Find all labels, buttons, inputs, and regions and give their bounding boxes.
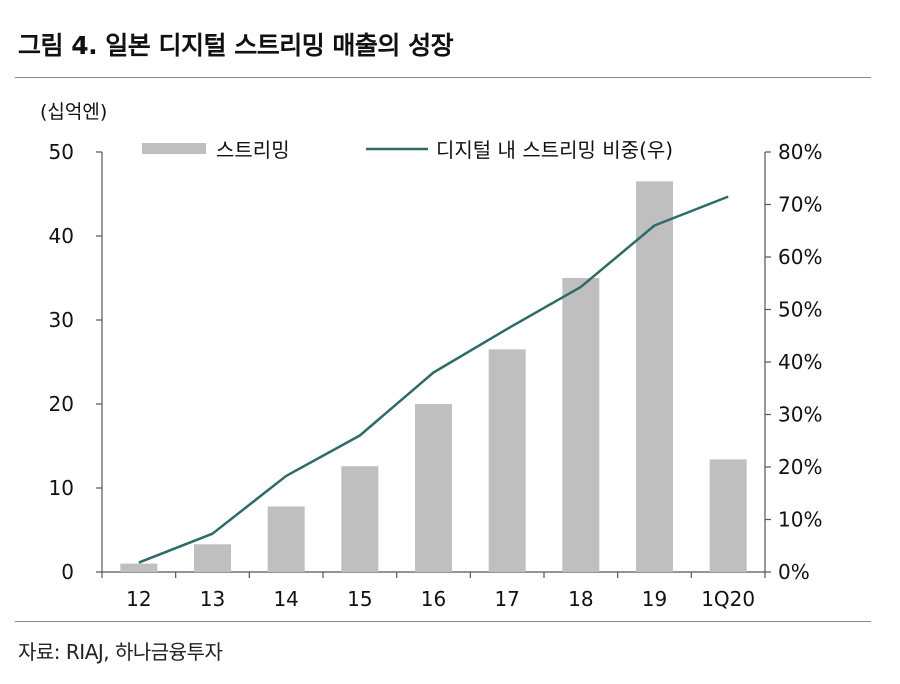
x-tick-label: 13: [200, 587, 225, 611]
y-tick-label-left: 40: [49, 224, 74, 248]
bar-13: [194, 544, 231, 572]
y-tick-label-right: 70%: [778, 193, 822, 217]
bar-17: [488, 349, 526, 572]
x-tick-label: 17: [494, 587, 519, 611]
y-tick-label-right: 50%: [778, 298, 822, 322]
bar-12: [120, 563, 158, 572]
bar-18: [562, 278, 600, 572]
legend-bar-label: 스트리밍: [216, 138, 290, 162]
y-tick-label-right: 0%: [778, 560, 810, 584]
y-tick-label-right: 10%: [778, 508, 822, 532]
x-tick-label: 1Q20: [701, 587, 755, 611]
legend-bar-swatch: [142, 143, 206, 154]
chart-title: 그림 4. 일본 디지털 스트리밍 매출의 성장: [18, 31, 454, 60]
x-tick-label: 16: [421, 587, 446, 611]
x-tick-label: 12: [126, 587, 151, 611]
bar-1Q20: [709, 459, 747, 572]
y-tick-label-left: 10: [49, 476, 74, 500]
bar-15: [341, 466, 379, 572]
legend-line-label: 디지털 내 스트리밍 비중(우): [436, 138, 673, 162]
y-tick-label-right: 40%: [778, 350, 822, 374]
y-tick-label-left: 0: [61, 560, 74, 584]
y-tick-label-right: 80%: [778, 140, 822, 164]
title-divider: [15, 77, 871, 78]
y-axis-unit: (십억엔): [40, 101, 107, 123]
bar-14: [267, 506, 305, 572]
x-tick-label: 14: [273, 587, 298, 611]
y-tick-label-right: 30%: [778, 403, 822, 427]
source-note: 자료: RIAJ, 하나금융투자: [18, 640, 223, 664]
x-tick-label: 18: [568, 587, 593, 611]
y-tick-label-right: 20%: [778, 455, 822, 479]
x-tick-label: 19: [642, 587, 667, 611]
y-tick-label-right: 60%: [778, 245, 822, 269]
x-tick-label: 15: [347, 587, 372, 611]
y-tick-label-left: 50: [49, 140, 74, 164]
source-divider: [15, 621, 871, 622]
bar-19: [636, 181, 673, 572]
bar-16: [415, 404, 452, 572]
y-tick-label-left: 20: [49, 392, 74, 416]
y-tick-label-left: 30: [49, 308, 74, 332]
